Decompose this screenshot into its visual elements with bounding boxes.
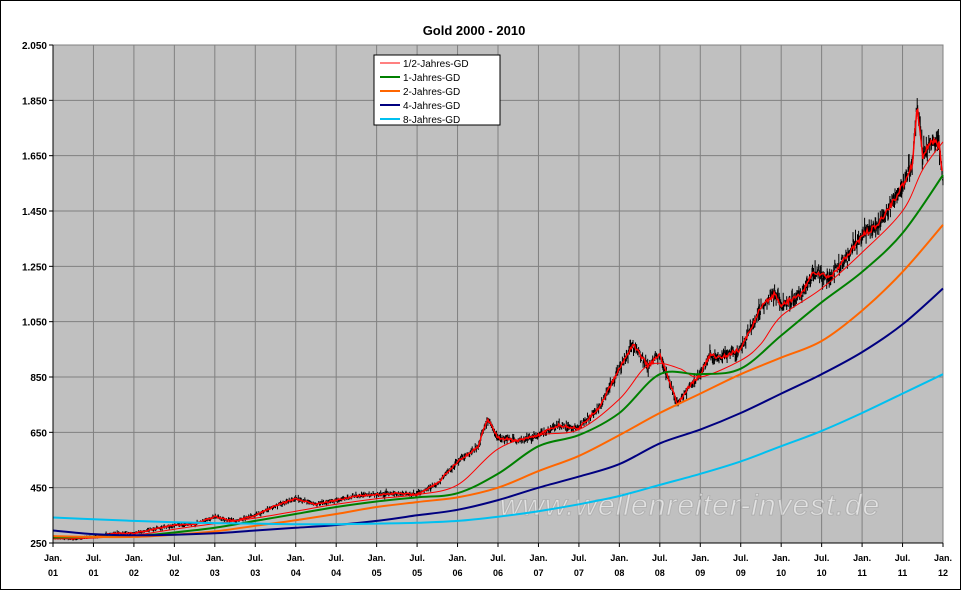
- x-tick-label-month: Jan.: [125, 553, 143, 563]
- x-tick-label-month: Jan.: [529, 553, 547, 563]
- x-tick-label-month: Jul.: [86, 553, 102, 563]
- x-tick-label-year: 08: [655, 568, 665, 578]
- x-tick-label-year: 02: [129, 568, 139, 578]
- y-tick-label: 1.450: [22, 207, 47, 218]
- x-tick-label-year: 10: [776, 568, 786, 578]
- y-tick-label: 250: [30, 539, 47, 550]
- x-tick-label-month: Jul.: [652, 553, 668, 563]
- y-tick-label: 1.250: [22, 262, 47, 273]
- x-tick-label-month: Jul.: [248, 553, 264, 563]
- legend-label: 8-Jahres-GD: [403, 115, 460, 126]
- x-tick-label-year: 03: [250, 568, 260, 578]
- x-tick-label-year: 06: [493, 568, 503, 578]
- x-tick-label-year: 05: [372, 568, 382, 578]
- x-tick-label-month: Jul.: [409, 553, 425, 563]
- legend-label: 1-Jahres-GD: [403, 73, 460, 84]
- x-tick-label-year: 05: [412, 568, 422, 578]
- x-tick-label-month: Jan.: [934, 553, 952, 563]
- y-tick-label: 850: [30, 373, 47, 384]
- x-tick-label-month: Jan.: [206, 553, 224, 563]
- legend-label: 4-Jahres-GD: [403, 101, 460, 112]
- x-tick-label-year: 12: [938, 568, 948, 578]
- series-line-0: [52, 141, 944, 540]
- x-tick-label-year: 01: [48, 568, 58, 578]
- x-tick-label-month: Jul.: [733, 553, 749, 563]
- x-tick-label-year: 08: [614, 568, 624, 578]
- x-tick-label-month: Jul.: [571, 553, 587, 563]
- y-tick-label: 650: [30, 428, 47, 439]
- x-tick-label-month: Jul.: [167, 553, 183, 563]
- x-tick-label-month: Jul.: [490, 553, 506, 563]
- x-tick-label-year: 10: [817, 568, 827, 578]
- watermark-text: www.wellenreiter-invest.de: [500, 489, 881, 522]
- x-tick-label-month: Jul.: [328, 553, 344, 563]
- series-line-2: [52, 224, 944, 539]
- x-tick-label-year: 04: [291, 568, 301, 578]
- x-tick-label-year: 11: [898, 568, 908, 578]
- legend: 1/2-Jahres-GD 1-Jahres-GD 2-Jahres-GD 4-Jah…: [373, 54, 501, 126]
- x-tick-label-month: Jan.: [44, 553, 62, 563]
- x-tick-label-year: 07: [574, 568, 584, 578]
- x-tick-label-month: Jan.: [853, 553, 871, 563]
- x-tick-label-year: 07: [533, 568, 543, 578]
- series-line-4: [52, 373, 944, 526]
- x-tick-label-year: 03: [210, 568, 220, 578]
- x-tick-label-year: 11: [857, 568, 867, 578]
- series-line-3: [52, 287, 944, 537]
- x-tick-label-month: Jan.: [287, 553, 305, 563]
- series-lines: [52, 141, 944, 540]
- x-tick-label-year: 09: [695, 568, 705, 578]
- y-tick-label: 450: [30, 484, 47, 495]
- x-tick-label-month: Jan.: [449, 553, 467, 563]
- x-tick-label-year: 02: [169, 568, 179, 578]
- y-tick-label: 1.050: [22, 318, 47, 329]
- chart-title: Gold 2000 - 2010: [423, 23, 526, 38]
- price-close-line: [52, 107, 943, 540]
- x-tick-label-year: 01: [88, 568, 98, 578]
- y-tick-label: 2.050: [22, 41, 47, 52]
- x-tick-label-month: Jul.: [895, 553, 911, 563]
- y-tick-label: 1.650: [22, 152, 47, 163]
- x-tick-label-month: Jan.: [368, 553, 386, 563]
- x-tick-label-month: Jan.: [772, 553, 790, 563]
- x-tick-label-month: Jan.: [691, 553, 709, 563]
- x-tick-label-year: 09: [736, 568, 746, 578]
- axes: 250 450 650 850 1.050 1.250 1.450 1.650 1.850 2.0…: [22, 41, 952, 578]
- x-tick-label-year: 06: [453, 568, 463, 578]
- legend-label: 1/2-Jahres-GD: [403, 59, 469, 70]
- x-tick-label-month: Jan.: [610, 553, 628, 563]
- x-tick-label-month: Jul.: [814, 553, 830, 563]
- series-line-1: [52, 174, 944, 539]
- x-tick-label-year: 04: [331, 568, 341, 578]
- legend-label: 2-Jahres-GD: [403, 87, 460, 98]
- y-tick-label: 1.850: [22, 96, 47, 107]
- gridlines: [52, 44, 944, 544]
